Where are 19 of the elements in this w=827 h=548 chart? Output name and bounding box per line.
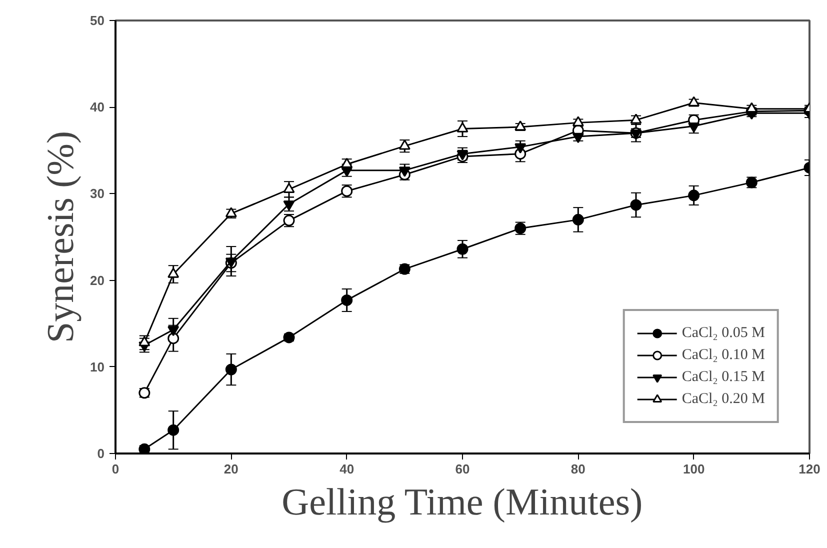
legend-label: CaCl₂ 0.15 M bbox=[682, 368, 765, 386]
x-tick-label: 20 bbox=[224, 462, 238, 476]
x-tick-label: 0 bbox=[112, 462, 120, 476]
legend-label: CaCl₂ 0.10 M bbox=[682, 346, 765, 364]
y-tick-label: 0 bbox=[97, 446, 105, 461]
y-tick-label: 20 bbox=[90, 272, 105, 288]
x-tick-label: 100 bbox=[682, 462, 705, 476]
y-tick-label: 40 bbox=[90, 100, 105, 115]
y-tick-label: 10 bbox=[90, 359, 105, 374]
x-tick-label: 40 bbox=[340, 462, 354, 476]
legend-label: CaCl₂ 0.20 M bbox=[682, 390, 765, 408]
y-tick-label: 50 bbox=[90, 13, 105, 28]
x-axis-title: Gelling Time (Minutes) bbox=[282, 482, 643, 524]
x-tick-label: 80 bbox=[570, 462, 586, 476]
legend-label: CaCl₂ 0.05 M bbox=[682, 324, 765, 342]
y-axis-title: Syneresis (%) bbox=[40, 130, 82, 344]
y-tick-label: 30 bbox=[90, 186, 105, 202]
x-tick-label: 120 bbox=[798, 462, 820, 476]
x-tick-label: 60 bbox=[455, 462, 470, 476]
